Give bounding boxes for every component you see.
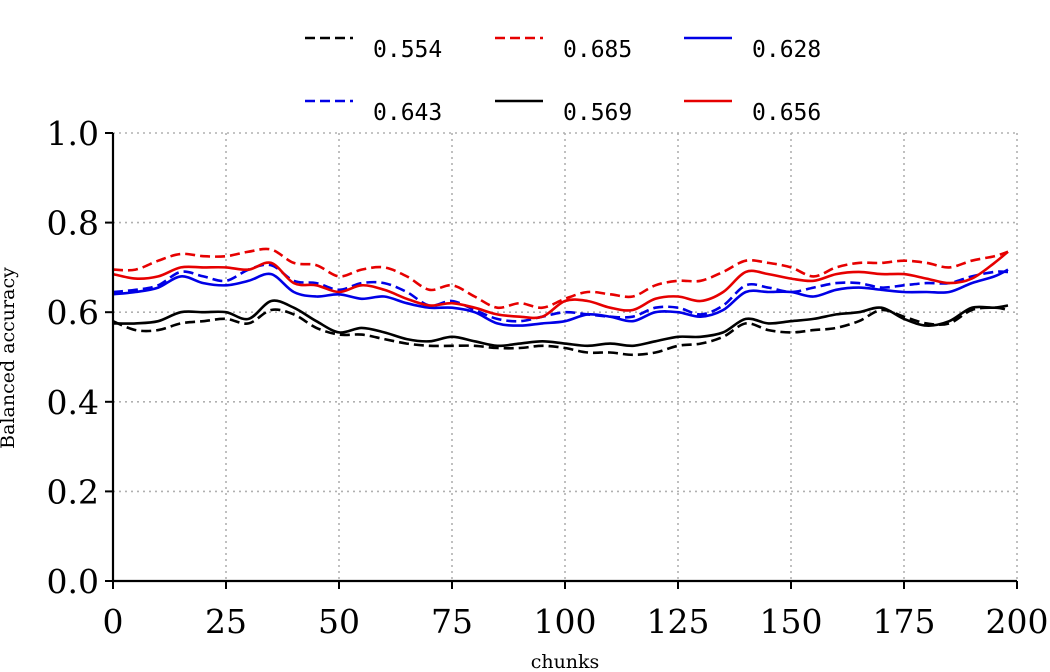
series-line-0.656 bbox=[112, 250, 1009, 320]
y-tick-label: 0.6 bbox=[47, 293, 99, 332]
y-axis-title: Balanced accuracy bbox=[0, 267, 19, 449]
x-tick-label: 150 bbox=[760, 602, 823, 641]
y-tick-label: 0.8 bbox=[47, 204, 99, 243]
axes bbox=[105, 132, 1018, 589]
y-tick-label: 0.4 bbox=[47, 383, 99, 422]
x-tick-label: 125 bbox=[647, 602, 710, 641]
x-axis-title: chunks bbox=[531, 651, 600, 672]
tick-labels: 0 25 50 75 100 125 150 175 200 0.0 0.2 0.4 0.6 0.8 1.0 bbox=[47, 114, 1049, 641]
y-tick-label: 0.2 bbox=[47, 472, 99, 511]
series-line-0.569 bbox=[112, 299, 1009, 348]
series-lines bbox=[112, 247, 1009, 357]
legend-label: 0.628 bbox=[752, 37, 821, 63]
x-tick-label: 50 bbox=[318, 602, 360, 641]
x-tick-label: 0 bbox=[103, 602, 124, 641]
legend: 0.554 0.685 0.628 0.643 0.569 0.656 bbox=[305, 36, 821, 126]
legend-label: 0.643 bbox=[373, 100, 442, 126]
y-tick-label: 0.0 bbox=[47, 562, 99, 601]
x-tick-label: 75 bbox=[431, 602, 473, 641]
series-line-0.554 bbox=[112, 306, 1009, 357]
x-tick-label: 100 bbox=[534, 602, 597, 641]
y-tick-label: 1.0 bbox=[47, 114, 99, 153]
legend-label: 0.685 bbox=[563, 37, 632, 63]
series-line-0.685 bbox=[112, 247, 1009, 310]
x-tick-label: 200 bbox=[986, 602, 1049, 641]
legend-label: 0.569 bbox=[563, 100, 632, 126]
x-tick-label: 25 bbox=[205, 602, 247, 641]
grid-lines bbox=[112, 132, 1018, 582]
legend-label: 0.554 bbox=[373, 37, 442, 63]
legend-label: 0.656 bbox=[752, 100, 821, 126]
x-tick-label: 175 bbox=[873, 602, 936, 641]
series-line-0.628 bbox=[112, 268, 1009, 327]
